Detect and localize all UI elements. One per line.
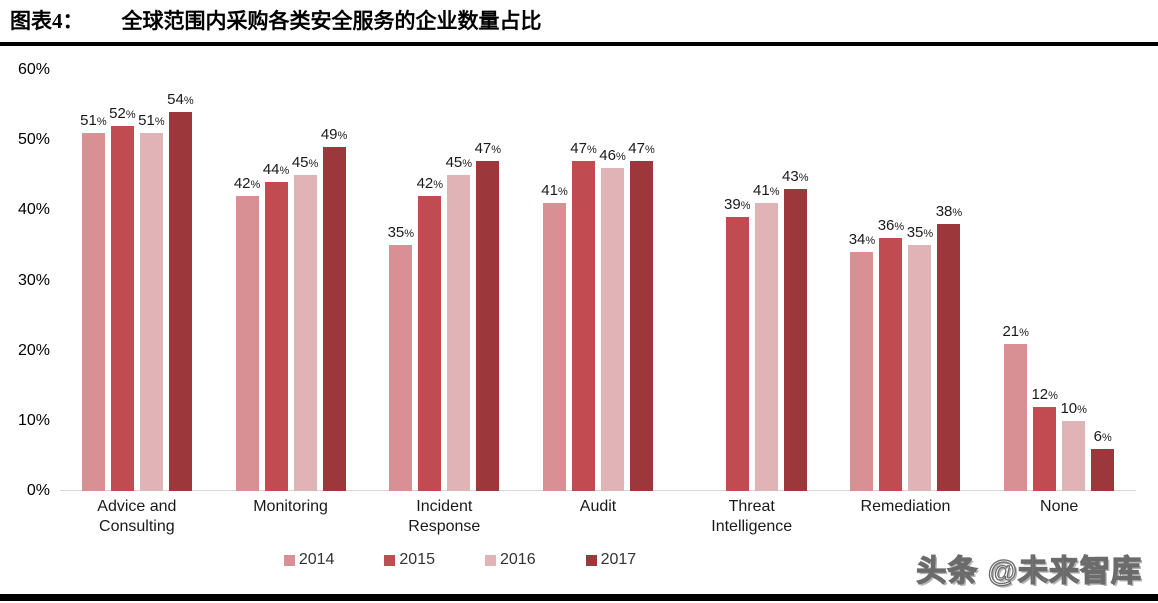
bar-2016: 46% bbox=[599, 147, 626, 491]
legend-swatch-icon bbox=[485, 554, 496, 566]
legend-swatch-icon bbox=[585, 554, 597, 566]
bar-2015: 42% bbox=[417, 175, 443, 491]
bar-2015: 36% bbox=[878, 217, 904, 491]
legend-label: 2016 bbox=[500, 551, 536, 568]
title-divider-rule bbox=[0, 42, 1158, 46]
bar-value-label: 35% bbox=[387, 224, 415, 241]
bar-2015: 39% bbox=[724, 196, 750, 491]
legend: 2014 2015 2016 2017 bbox=[60, 551, 860, 569]
bar-value-label: 46% bbox=[599, 147, 626, 164]
bar-2015: 47% bbox=[570, 140, 597, 491]
y-tick-label: 40% bbox=[17, 201, 50, 219]
y-tick-label: 30% bbox=[17, 271, 50, 289]
bar-value-label: 42% bbox=[233, 175, 261, 192]
bar-value-label: 51% bbox=[138, 112, 165, 129]
legend-label: 2015 bbox=[399, 551, 435, 568]
y-tick-label: 60% bbox=[17, 61, 50, 78]
x-axis-category-label: Audit bbox=[579, 498, 617, 515]
bar-value-label: 10% bbox=[1060, 400, 1087, 417]
bar-2015: 44% bbox=[263, 161, 289, 491]
bar-2017: 49% bbox=[321, 126, 347, 491]
bar-value-label: 49% bbox=[320, 126, 348, 143]
bar-value-label: 34% bbox=[848, 231, 876, 248]
x-axis-category-label: Threat Intelligence bbox=[711, 498, 793, 535]
chart-title-prefix: 图表4： bbox=[10, 9, 84, 33]
y-tick-label: 0% bbox=[26, 482, 50, 499]
bar-2014: 41% bbox=[541, 182, 568, 491]
x-axis-category-label: None bbox=[1040, 498, 1079, 515]
bar-value-label: 43% bbox=[782, 168, 809, 185]
bar-value-label: 47% bbox=[570, 140, 597, 157]
bar-2014: 34% bbox=[849, 231, 875, 491]
y-tick-label: 10% bbox=[17, 411, 50, 429]
legend-item-2015: 2015 bbox=[384, 551, 435, 569]
bar-value-label: 6% bbox=[1093, 428, 1112, 445]
legend-label: 2014 bbox=[298, 551, 335, 568]
bar-group: 21% 12% 10% 6% bbox=[982, 70, 1136, 491]
bar-2016: 35% bbox=[907, 224, 933, 491]
bar-group: 41% 47% 46% 47% bbox=[521, 70, 675, 491]
bar-2016: 51% bbox=[138, 112, 165, 491]
bar-2015: 12% bbox=[1031, 386, 1058, 491]
legend-item-2016: 2016 bbox=[485, 551, 536, 569]
bar-group: 35% 42% 45% 47% bbox=[367, 70, 521, 491]
x-axis-category-label: Monitoring bbox=[253, 498, 328, 515]
bar-2016: 41% bbox=[753, 182, 779, 491]
x-axis-category-label: Incident Response bbox=[408, 498, 481, 535]
bar-value-label: 47% bbox=[474, 140, 502, 157]
chart-title-text: 全球范围内采购各类安全服务的企业数量占比 bbox=[121, 9, 542, 33]
legend-swatch-icon bbox=[384, 554, 396, 566]
bar-value-label: 47% bbox=[628, 140, 655, 157]
bar-2017: 54% bbox=[167, 91, 194, 491]
legend-item-2017: 2017 bbox=[585, 551, 637, 569]
y-tick-label: 20% bbox=[17, 341, 50, 359]
bar-2014: 21% bbox=[1002, 323, 1029, 491]
bar-2017: 6% bbox=[1091, 428, 1115, 491]
x-axis-labels: Advice and Consulting Monitoring Incident … bbox=[60, 497, 1136, 537]
bar-value-label: 36% bbox=[877, 217, 905, 234]
chart-title: 图表4： 全球范围内采购各类安全服务的企业数量占比 bbox=[10, 6, 1150, 36]
bar-value-label: 39% bbox=[724, 196, 751, 213]
bar-2017: 47% bbox=[475, 140, 501, 491]
x-axis-category-label: Advice and Consulting bbox=[97, 498, 177, 535]
watermark: 头条 @未来智库 bbox=[916, 554, 1142, 588]
bar-value-label: 54% bbox=[167, 91, 194, 108]
bar-value-label: 35% bbox=[906, 224, 934, 241]
bar-2017: 47% bbox=[628, 140, 655, 491]
bar-group: 42% 44% 45% 49% bbox=[214, 70, 368, 491]
plot-area: 51% 52% 51% 54% 42% 44% 45% 49% 35% 42% 45% 47% 41% 4… bbox=[60, 70, 1136, 491]
bar-2014: 35% bbox=[388, 224, 414, 491]
bar-group: 39% 41% 43% bbox=[675, 70, 829, 491]
legend-label: 2017 bbox=[600, 551, 637, 568]
bottom-rule bbox=[0, 594, 1158, 601]
legend-item-2014: 2014 bbox=[283, 551, 335, 569]
bar-value-label: 42% bbox=[416, 175, 444, 192]
bar-2014: 42% bbox=[234, 175, 260, 491]
legend-swatch-icon bbox=[283, 554, 295, 566]
bar-value-label: 21% bbox=[1002, 323, 1029, 340]
bar-value-label: 45% bbox=[445, 154, 473, 171]
bar-2014: 51% bbox=[80, 112, 107, 491]
bar-2016: 10% bbox=[1060, 400, 1087, 491]
bar-group: 34% 36% 35% 38% bbox=[829, 70, 983, 491]
bar-2016: 45% bbox=[446, 154, 472, 491]
y-tick-label: 50% bbox=[17, 131, 50, 149]
bar-value-label: 41% bbox=[541, 182, 568, 199]
bar-value-label: 51% bbox=[80, 112, 107, 129]
bar-value-label: 38% bbox=[935, 203, 963, 220]
bar-2016: 45% bbox=[292, 154, 318, 491]
bar-group: 51% 52% 51% 54% bbox=[60, 70, 214, 491]
bar-value-label: 52% bbox=[109, 105, 136, 122]
bar-2017: 43% bbox=[782, 168, 808, 491]
bar-2017: 38% bbox=[936, 203, 962, 491]
x-axis-category-label: Remediation bbox=[860, 498, 951, 515]
x-axis-baseline bbox=[60, 490, 1136, 491]
bar-2015: 52% bbox=[109, 105, 136, 491]
bar-value-label: 41% bbox=[753, 182, 780, 199]
bar-value-label: 45% bbox=[291, 154, 319, 171]
bar-value-label: 44% bbox=[262, 161, 290, 178]
bar-value-label: 12% bbox=[1031, 386, 1058, 403]
